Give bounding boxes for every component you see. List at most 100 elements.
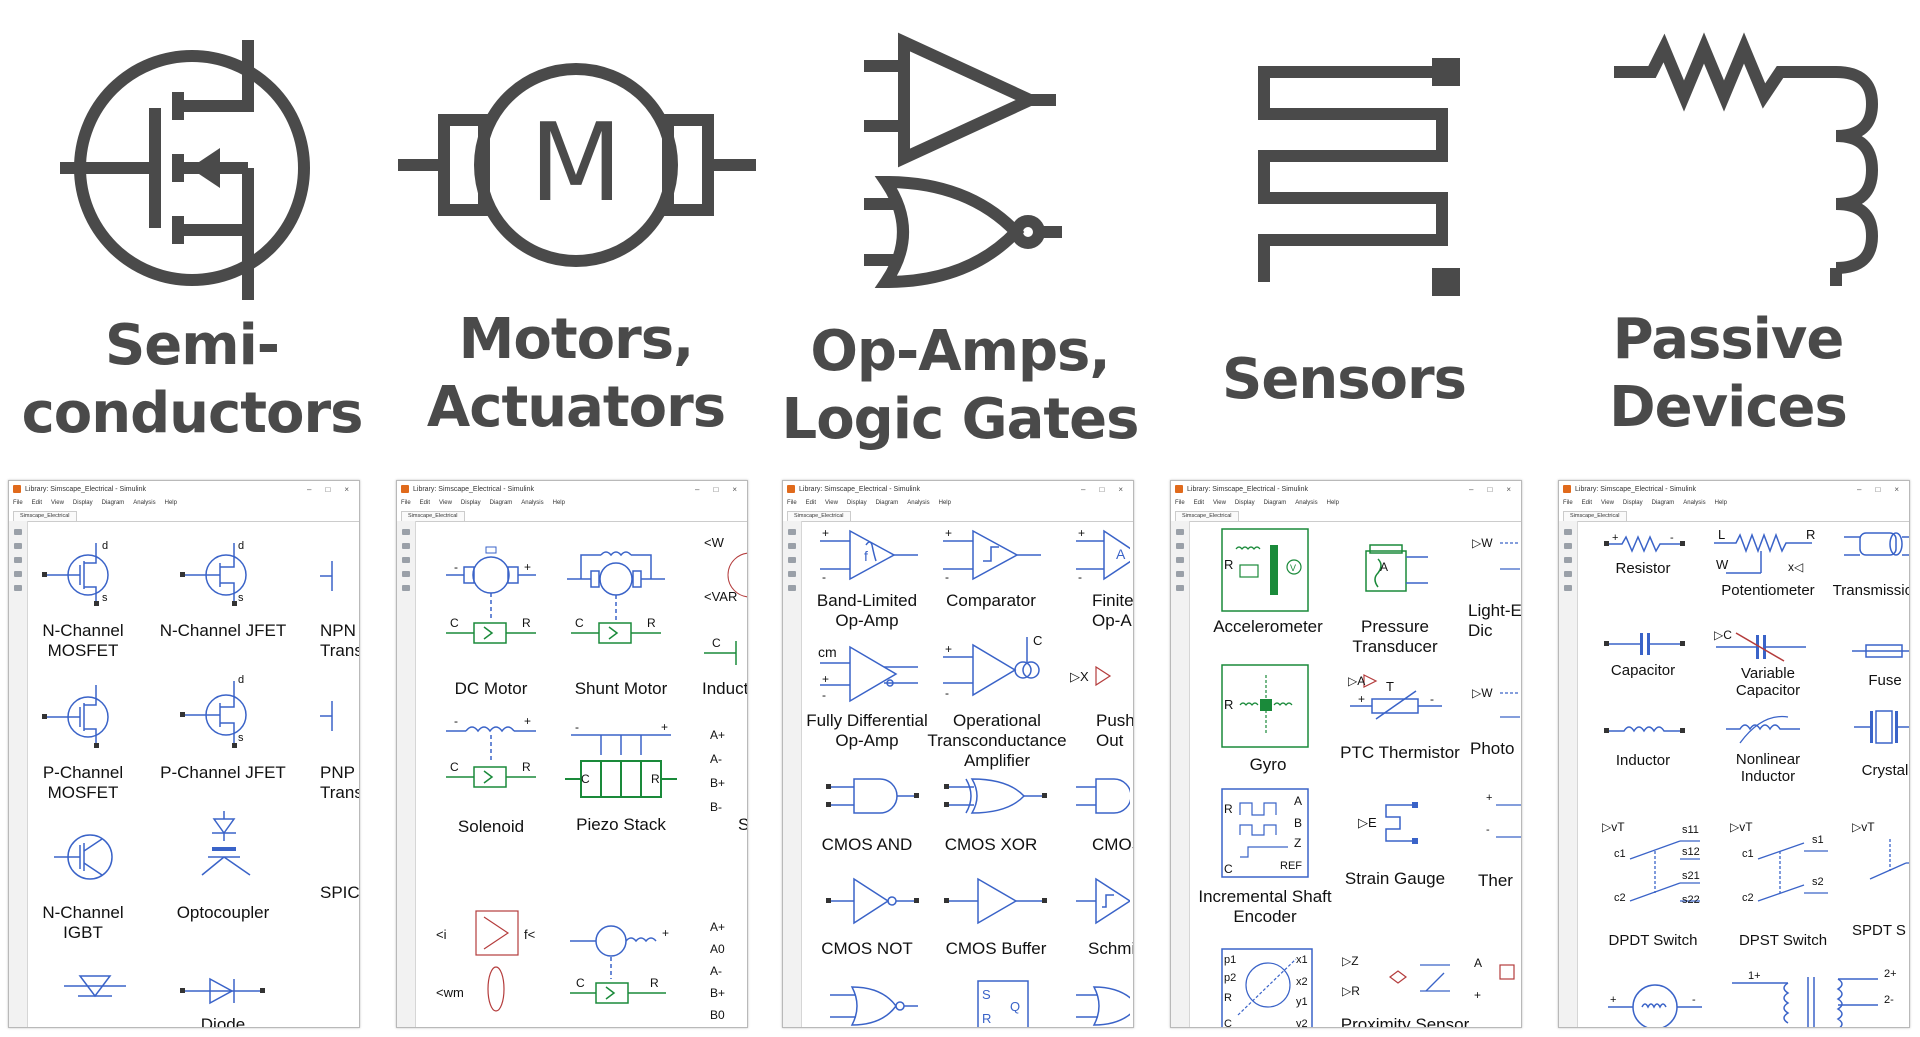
menu-view[interactable]: View (1213, 500, 1226, 506)
block-diode[interactable] (178, 971, 268, 1011)
block-ptc-thermistor[interactable]: ▷A T + - (1346, 671, 1446, 731)
menu-diagram[interactable]: Diagram (101, 500, 125, 506)
maximize-icon[interactable]: □ (1099, 484, 1105, 494)
window-titlebar[interactable]: Library: Simscape_Electrical - Simulink … (783, 481, 1133, 497)
tool-icon[interactable] (1564, 529, 1572, 535)
menu-help[interactable]: Help (552, 500, 565, 506)
menu-view[interactable]: View (825, 500, 838, 506)
block-spdt-switch[interactable]: ▷vT (1850, 819, 1909, 899)
block-optocoupler[interactable] (178, 811, 278, 891)
close-icon[interactable]: × (1118, 484, 1123, 494)
block-dc-motor[interactable]: - + C R (436, 545, 546, 655)
tab-library[interactable]: Simscape_Electrical (1175, 511, 1239, 521)
menu-file[interactable]: File (401, 500, 411, 506)
tool-icon[interactable] (1176, 585, 1184, 591)
window-titlebar[interactable]: Library: Simscape_Electrical - Simulink … (9, 481, 359, 497)
block-push-pull-output[interactable]: ▷X (1070, 651, 1130, 701)
menu-file[interactable]: File (1563, 500, 1573, 506)
block-cmos-nand[interactable] (1070, 771, 1130, 821)
block-pmosfet[interactable] (40, 681, 130, 751)
tool-icon[interactable] (788, 571, 796, 577)
minimize-icon[interactable]: – (1469, 484, 1474, 494)
minimize-icon[interactable]: – (695, 484, 700, 494)
block-pnp[interactable] (318, 691, 359, 741)
library-window-semiconductors[interactable]: Library: Simscape_Electrical - Simulink … (8, 480, 360, 1028)
block-inductor[interactable] (1600, 715, 1690, 745)
menu-diagram[interactable]: Diagram (1651, 500, 1675, 506)
block-cmos-or[interactable] (1070, 981, 1130, 1027)
maximize-icon[interactable]: □ (713, 484, 719, 494)
minimize-icon[interactable]: – (307, 484, 312, 494)
block-resolver[interactable]: p1 p2 R C x1 x2 y1 y2 (1218, 945, 1318, 1027)
menu-help[interactable]: Help (164, 500, 177, 506)
block-cmos-not[interactable] (824, 871, 924, 931)
menu-analysis[interactable]: Analysis (1295, 500, 1318, 506)
block-resistor[interactable]: + - (1600, 529, 1690, 559)
menu-help[interactable]: Help (1326, 500, 1339, 506)
tool-icon[interactable] (402, 557, 410, 563)
close-icon[interactable]: × (1506, 484, 1511, 494)
tab-library[interactable]: Simscape_Electrical (787, 511, 851, 521)
window-titlebar[interactable]: Library: Simscape_Electrical - Simulink … (1171, 481, 1521, 497)
block-capacitor[interactable] (1600, 629, 1690, 659)
block-shunt-motor[interactable]: C R (561, 545, 671, 655)
menu-file[interactable]: File (13, 500, 23, 506)
menu-edit[interactable]: Edit (1193, 500, 1205, 506)
tool-icon[interactable] (1176, 557, 1184, 563)
tool-icon[interactable] (1564, 571, 1572, 577)
window-titlebar[interactable]: Library: Simscape_Electrical - Simulink … (1559, 481, 1909, 497)
menu-diagram[interactable]: Diagram (1263, 500, 1287, 506)
block-cmos-xor[interactable] (942, 771, 1052, 821)
menu-help[interactable]: Help (938, 500, 951, 506)
menu-view[interactable]: View (51, 500, 64, 506)
library-window-sensors[interactable]: Library: Simscape_Electrical - Simulink … (1170, 480, 1522, 1028)
menu-analysis[interactable]: Analysis (521, 500, 544, 506)
tool-icon[interactable] (788, 557, 796, 563)
block-crystal[interactable] (1850, 703, 1909, 753)
block-fully-differential-opamp[interactable]: cm + - (814, 639, 924, 709)
tool-icon[interactable] (788, 529, 796, 535)
tool-icon[interactable] (402, 529, 410, 535)
block-temperature-sensor[interactable]: A + (1472, 951, 1521, 1011)
tool-icon[interactable] (402, 543, 410, 549)
menu-edit[interactable]: Edit (805, 500, 817, 506)
block-servo[interactable]: <i <wm f< (436, 905, 556, 1015)
block-sr-flipflop[interactable]: S R Q (952, 975, 1052, 1027)
block-variable-capacitor[interactable]: ▷C (1706, 625, 1816, 665)
menu-diagram[interactable]: Diagram (489, 500, 513, 506)
block-cmos-and[interactable] (824, 771, 924, 821)
block-solenoid[interactable]: - + C R (436, 711, 546, 821)
block-nmosfet[interactable]: d s (40, 539, 130, 609)
close-icon[interactable]: × (344, 484, 349, 494)
tab-library[interactable]: Simscape_Electrical (401, 511, 465, 521)
block-potentiometer[interactable]: L R W x◁ (1706, 525, 1826, 585)
block-ota[interactable]: + - C (937, 633, 1047, 703)
block-cmos-nor[interactable] (824, 981, 924, 1027)
block-pressure-transducer[interactable]: A (1352, 535, 1432, 605)
menu-view[interactable]: View (1601, 500, 1614, 506)
tool-icon[interactable] (402, 571, 410, 577)
tool-icon[interactable] (1176, 571, 1184, 577)
tool-icon[interactable] (14, 557, 22, 563)
block-thyristor[interactable] (60, 966, 130, 1021)
tool-icon[interactable] (1176, 543, 1184, 549)
library-window-motors[interactable]: Library: Simscape_Electrical - Simulink … (396, 480, 748, 1028)
menu-display[interactable]: Display (72, 500, 93, 506)
block-dpst-switch[interactable]: ▷vT c1 c2 s1 s2 (1728, 819, 1838, 929)
menu-analysis[interactable]: Analysis (133, 500, 156, 506)
menu-edit[interactable]: Edit (1581, 500, 1593, 506)
tool-icon[interactable] (1564, 543, 1572, 549)
menu-view[interactable]: View (439, 500, 452, 506)
minimize-icon[interactable]: – (1081, 484, 1086, 494)
menu-edit[interactable]: Edit (31, 500, 43, 506)
maximize-icon[interactable]: □ (1487, 484, 1493, 494)
tool-icon[interactable] (14, 571, 22, 577)
menu-display[interactable]: Display (846, 500, 867, 506)
menu-diagram[interactable]: Diagram (875, 500, 899, 506)
minimize-icon[interactable]: – (1857, 484, 1862, 494)
tool-icon[interactable] (1564, 585, 1572, 591)
close-icon[interactable]: × (1894, 484, 1899, 494)
menu-display[interactable]: Display (1622, 500, 1643, 506)
block-nigbt[interactable] (50, 821, 130, 891)
tool-icon[interactable] (14, 585, 22, 591)
